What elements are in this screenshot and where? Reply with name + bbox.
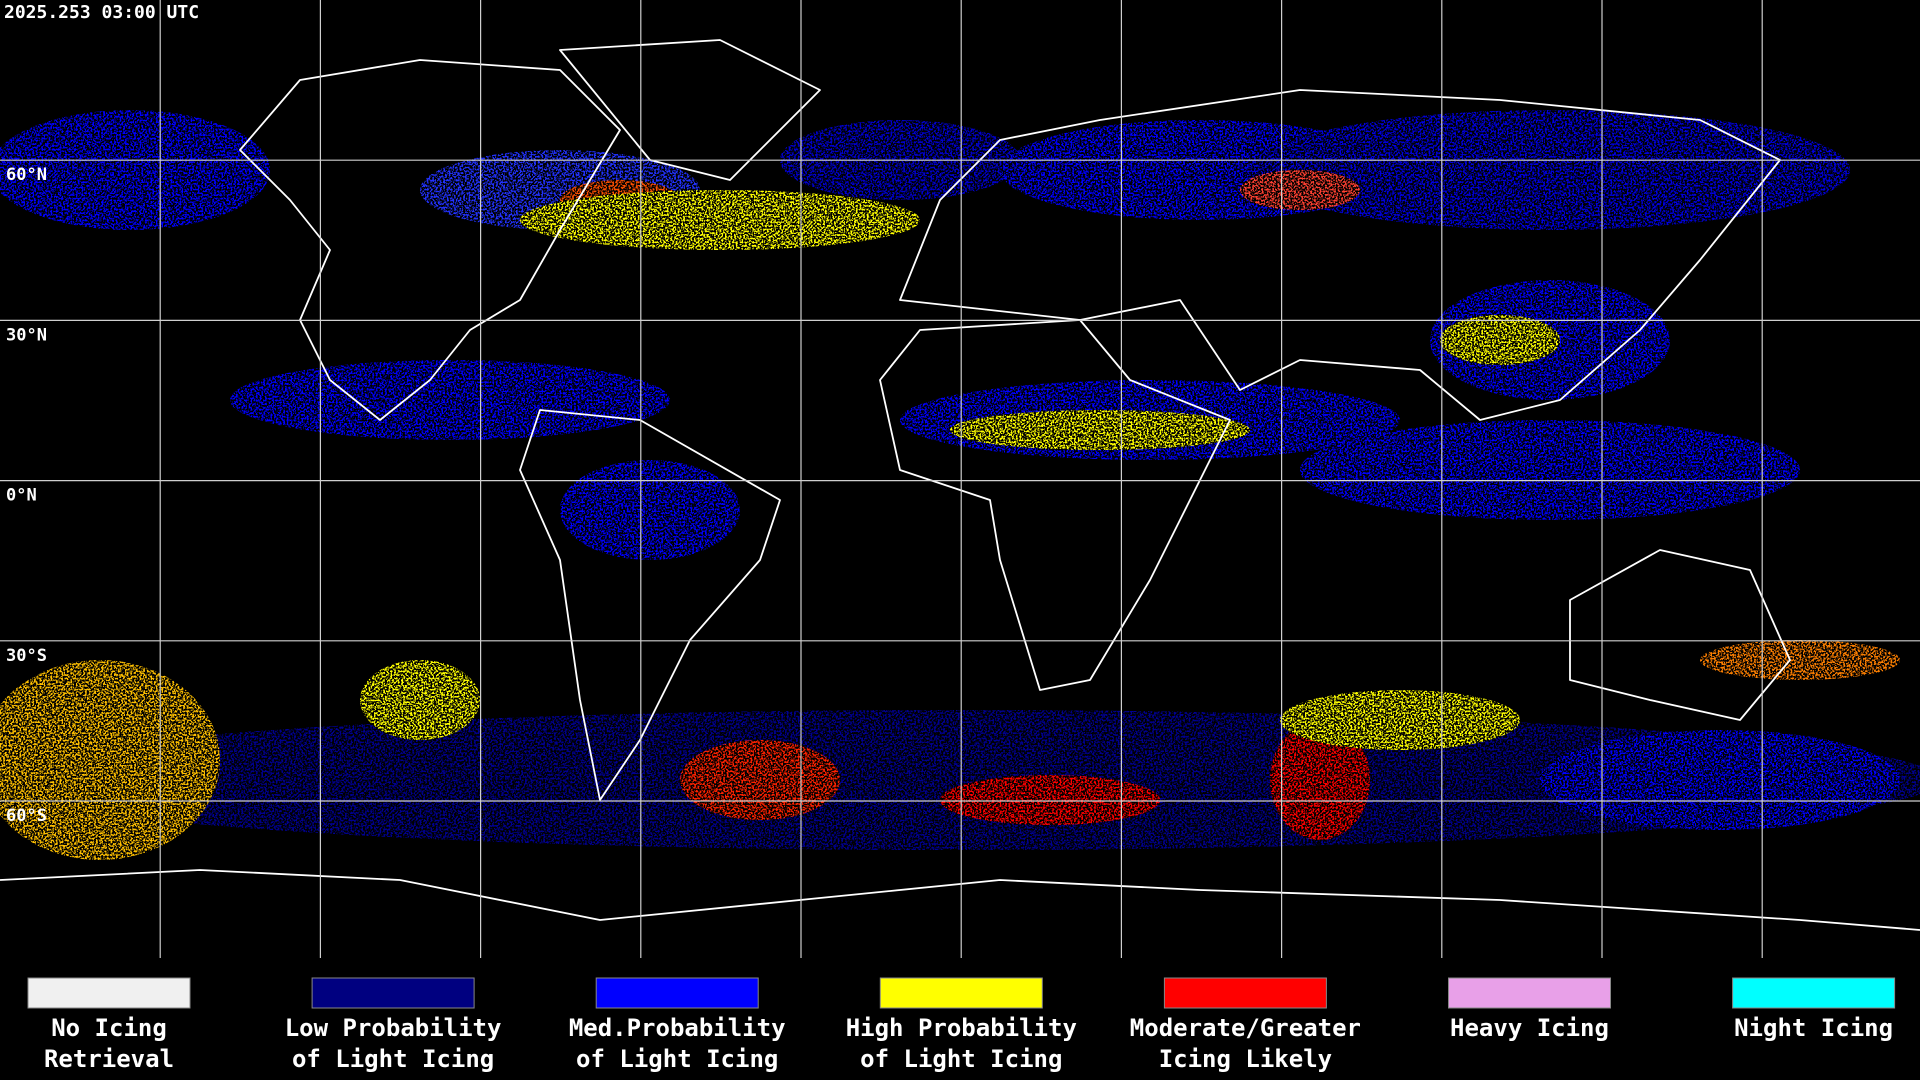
- legend-swatch: [311, 977, 475, 1009]
- legend-label: Icing Likely: [1159, 1045, 1332, 1073]
- legend: No Icing Retrieval Low Probability of Light…: [27, 977, 1896, 1073]
- latitude-label: 60°N: [6, 165, 47, 185]
- legend-label: Heavy Icing: [1450, 1014, 1609, 1042]
- latitude-label: 30°S: [6, 646, 47, 666]
- legend-label: Moderate/Greater: [1130, 1014, 1361, 1042]
- legend-label: High Probability: [846, 1014, 1077, 1042]
- latitude-label: 60°S: [6, 806, 47, 826]
- legend-label: of Light Icing: [576, 1045, 778, 1073]
- coastlines: [0, 39, 1920, 931]
- latitude-label: 0°N: [6, 486, 37, 506]
- latitude-labels: 60°N 30°N 0°N 30°S 60°S: [6, 165, 47, 826]
- timestamp: 2025.253 03:00 UTC: [4, 2, 199, 23]
- legend-swatch: [879, 977, 1043, 1009]
- legend-label: Night Icing: [1734, 1014, 1893, 1042]
- legend-label: Low Probability: [285, 1014, 502, 1042]
- legend-swatch: [595, 977, 759, 1009]
- latitude-label: 30°N: [6, 325, 47, 345]
- legend-swatch: [27, 977, 191, 1009]
- graticule: [0, 0, 1920, 958]
- legend-label: No Icing: [51, 1014, 167, 1042]
- legend-swatch: [1163, 977, 1327, 1009]
- legend-label: Med.Probability: [569, 1014, 786, 1042]
- legend-label: of Light Icing: [860, 1045, 1062, 1073]
- legend-swatch: [1732, 977, 1896, 1009]
- legend-label: Retrieval: [44, 1045, 174, 1073]
- legend-label: of Light Icing: [292, 1045, 494, 1073]
- legend-swatch: [1448, 977, 1611, 1009]
